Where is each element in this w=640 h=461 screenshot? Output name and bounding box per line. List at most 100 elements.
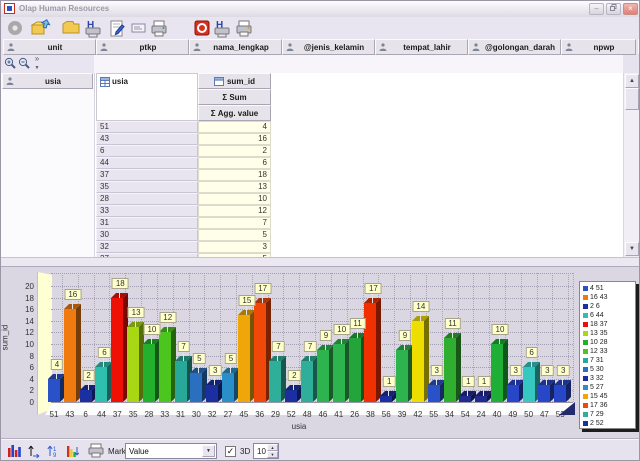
legend-color-swatch xyxy=(583,421,588,426)
callout-leader xyxy=(183,352,184,361)
sort-original-icon[interactable] xyxy=(25,443,43,459)
pivot-agg-header[interactable]: Σ Agg. value xyxy=(198,105,271,121)
cell-value: 6 xyxy=(198,157,271,169)
y-tick-label: 20 xyxy=(10,282,34,291)
scroll-down-icon[interactable]: ▼ xyxy=(625,242,639,256)
field-header-golongandarah[interactable]: @golongan_darah xyxy=(468,39,561,55)
y-tick-label: 16 xyxy=(10,305,34,314)
gear-icon[interactable] xyxy=(3,18,27,38)
save-h-icon[interactable]: H xyxy=(210,18,234,38)
bar-24 xyxy=(475,396,487,402)
bar-54 xyxy=(459,396,471,402)
threed-checkbox[interactable]: ✓ xyxy=(225,446,236,457)
depth-spinner[interactable]: 10 ▲ ▼ xyxy=(253,443,279,459)
field-header-unit[interactable]: unit xyxy=(3,39,96,55)
zoom-out-icon[interactable] xyxy=(17,56,31,71)
minimize-button[interactable]: – xyxy=(589,3,604,15)
callout-leader xyxy=(372,294,373,303)
zoom-in-icon[interactable] xyxy=(3,56,17,71)
member-icon xyxy=(472,43,480,51)
pivot-sumid-header[interactable]: sum_id xyxy=(198,73,271,89)
table-icon xyxy=(214,77,224,86)
printer-icon[interactable] xyxy=(232,18,256,38)
callout-leader xyxy=(483,387,484,396)
cell-usia: 31 xyxy=(96,217,198,229)
field-header-tempatlahir[interactable]: tempat_lahir xyxy=(375,39,468,55)
member-icon xyxy=(565,43,573,51)
printer-icon[interactable] xyxy=(147,18,171,38)
open-folder-icon[interactable] xyxy=(29,18,53,38)
pane-splitter[interactable] xyxy=(1,257,640,267)
bar-40 xyxy=(491,344,503,402)
printer-icon[interactable] xyxy=(87,443,105,459)
legend-item-14: 7 29 xyxy=(583,410,635,419)
bar-30 xyxy=(190,373,202,402)
bar-chart-icon[interactable] xyxy=(5,443,23,459)
field-header-jeniskelamin[interactable]: @jenis_kelamin xyxy=(282,39,375,55)
value-callout-39: 9 xyxy=(399,330,411,341)
member-icon xyxy=(7,43,15,51)
cell-usia: 43 xyxy=(96,133,198,145)
field-header-ptkp[interactable]: ptkp xyxy=(96,39,189,55)
value-callout-34: 11 xyxy=(444,318,460,329)
value-callout-32: 3 xyxy=(209,365,221,376)
row-field-usia[interactable]: usia xyxy=(2,73,93,89)
hgridline xyxy=(51,286,573,287)
edit-icon[interactable] xyxy=(105,18,129,38)
dropdown-arrow-icon[interactable]: ▼ xyxy=(202,445,215,457)
table-row: 305 xyxy=(96,229,271,241)
close-button[interactable]: × xyxy=(623,3,638,15)
member-icon xyxy=(379,43,387,51)
x-tick-label-53: 53 xyxy=(550,410,570,419)
callout-leader xyxy=(515,376,516,385)
spinner-down-icon[interactable]: ▼ xyxy=(267,451,278,458)
value-callout-37: 18 xyxy=(112,278,129,289)
toolbar-overflow-button[interactable]: »▼ xyxy=(31,55,43,72)
bar-55 xyxy=(428,385,440,402)
spinner-up-icon[interactable]: ▲ xyxy=(267,444,278,451)
value-callout-29: 7 xyxy=(272,341,284,352)
callout-leader xyxy=(388,387,389,396)
sort-value-icon[interactable] xyxy=(65,443,83,459)
restore-button[interactable] xyxy=(606,3,621,15)
pivot-grid-icon xyxy=(100,77,110,87)
y-tick-label: 14 xyxy=(10,317,34,326)
field-header-npwp[interactable]: npwp xyxy=(561,39,636,55)
legend-label: 13 35 xyxy=(590,330,608,337)
pivot-table: usia usia sum_id Σ Sum Σ Agg. value 5144… xyxy=(1,73,623,257)
bar-48 xyxy=(301,361,313,402)
callout-leader xyxy=(56,370,57,379)
pivot-agg-header-label: Σ Agg. value xyxy=(211,109,258,118)
mark-dropdown[interactable]: Value ▼ xyxy=(125,443,217,459)
scroll-up-icon[interactable]: ▲ xyxy=(625,74,639,88)
cell-usia: 33 xyxy=(96,205,198,217)
sort-numeric-icon[interactable]: 19 xyxy=(45,443,63,459)
callout-leader xyxy=(88,381,89,390)
bar-51 xyxy=(48,379,60,402)
callout-leader xyxy=(262,294,263,303)
callout-leader xyxy=(341,335,342,344)
cell-usia: 51 xyxy=(96,121,198,133)
bar-6 xyxy=(80,390,92,402)
field-header-namalengkap[interactable]: nama_lengkap xyxy=(189,39,282,55)
legend-label: 10 28 xyxy=(590,339,608,346)
save-h-icon[interactable]: H xyxy=(81,18,105,38)
window-title: Olap Human Resources xyxy=(19,4,109,13)
callout-leader xyxy=(531,358,532,367)
table-vscrollbar[interactable]: ▲ ▼ xyxy=(623,73,639,257)
pivot-usia-header[interactable]: usia xyxy=(96,73,198,121)
scrollbar-thumb[interactable] xyxy=(625,88,639,110)
callout-leader xyxy=(214,376,215,385)
legend-item-1: 16 43 xyxy=(583,293,635,302)
y-tick-label: 6 xyxy=(10,363,34,372)
cell-value: 3 xyxy=(198,241,271,253)
legend-color-swatch xyxy=(583,340,588,345)
callout-leader xyxy=(467,387,468,396)
pivot-sum-header[interactable]: Σ Sum xyxy=(198,89,271,105)
bar-29 xyxy=(269,361,281,402)
bar-50 xyxy=(523,367,535,402)
y-tick-label: 0 xyxy=(10,398,34,407)
legend-label: 3 32 xyxy=(590,375,604,382)
folder-icon[interactable] xyxy=(59,18,83,38)
bar-56 xyxy=(380,396,392,402)
